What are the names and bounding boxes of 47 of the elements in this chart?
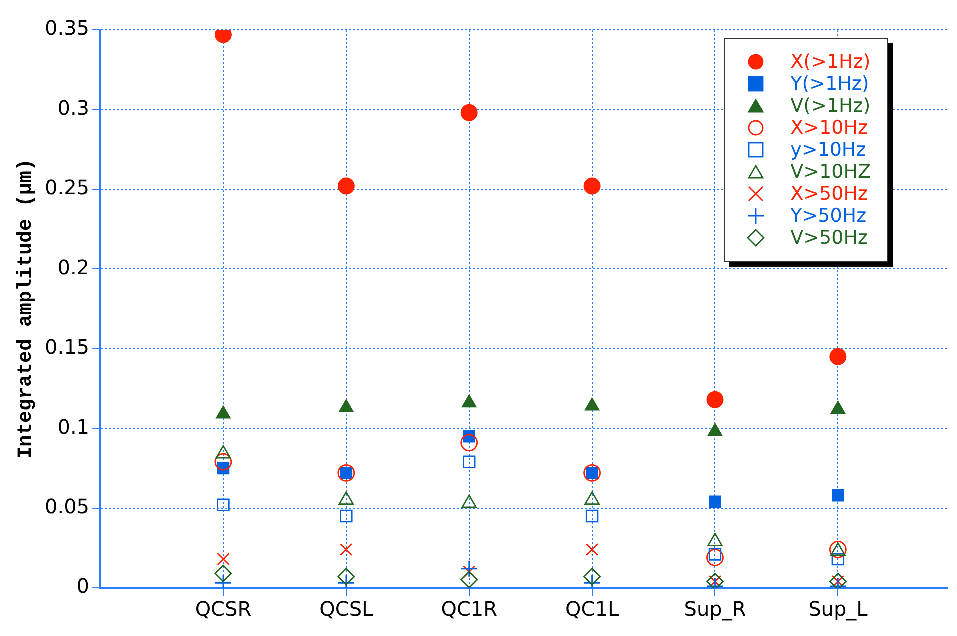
- x-tick-label: QC1R: [441, 597, 498, 622]
- point: [214, 564, 232, 582]
- legend-label: V>50Hz: [790, 227, 868, 249]
- legend-label: V(>1Hz): [790, 95, 871, 117]
- point: [217, 498, 230, 512]
- point: [217, 552, 230, 566]
- y-tick-label: 0.1: [58, 414, 90, 439]
- x-tick-label: QCSR: [195, 597, 252, 622]
- y-tick-label: 0.05: [45, 494, 90, 518]
- point: [709, 496, 722, 508]
- y-axis-title: Integrated amplitude (μm): [15, 158, 38, 460]
- point: [460, 571, 478, 588]
- point: [830, 348, 847, 366]
- legend-label: X>50Hz: [790, 183, 868, 205]
- point: [460, 434, 478, 452]
- point: [832, 552, 845, 566]
- point: [584, 568, 601, 586]
- point: [706, 549, 724, 566]
- legend-label: Y>50Hz: [790, 205, 867, 227]
- legend-label: y>10Hz: [790, 139, 866, 161]
- legend-label: X>10Hz: [790, 117, 868, 139]
- legend-label: X(>1Hz): [790, 51, 871, 73]
- y-tick-label: 0.15: [45, 335, 90, 360]
- point: [340, 543, 353, 556]
- point: [338, 568, 356, 586]
- point: [338, 178, 355, 195]
- point: [460, 560, 478, 578]
- y-tick-label: 0.2: [58, 255, 90, 280]
- x-tick-label: Sup_R: [684, 597, 746, 622]
- point: [586, 510, 599, 523]
- point: [584, 178, 601, 195]
- point: [340, 510, 353, 523]
- x-tick-label: QC1L: [566, 597, 620, 622]
- point: [463, 456, 476, 468]
- point: [460, 104, 478, 122]
- point: [706, 391, 724, 408]
- y-tick-label: 0.3: [58, 96, 90, 120]
- x-tick-label: QCSL: [320, 597, 374, 622]
- point: [214, 453, 232, 471]
- point: [832, 489, 844, 502]
- x-tick-label: Sup_L: [808, 597, 869, 622]
- legend-label: Y(>1Hz): [790, 73, 870, 95]
- y-tick-label: 0.35: [45, 16, 90, 40]
- point: [586, 543, 599, 556]
- y-tick-label: 0: [76, 574, 90, 598]
- y-tick-label: 0.25: [45, 176, 90, 200]
- legend-label: V>10HZ: [790, 161, 871, 183]
